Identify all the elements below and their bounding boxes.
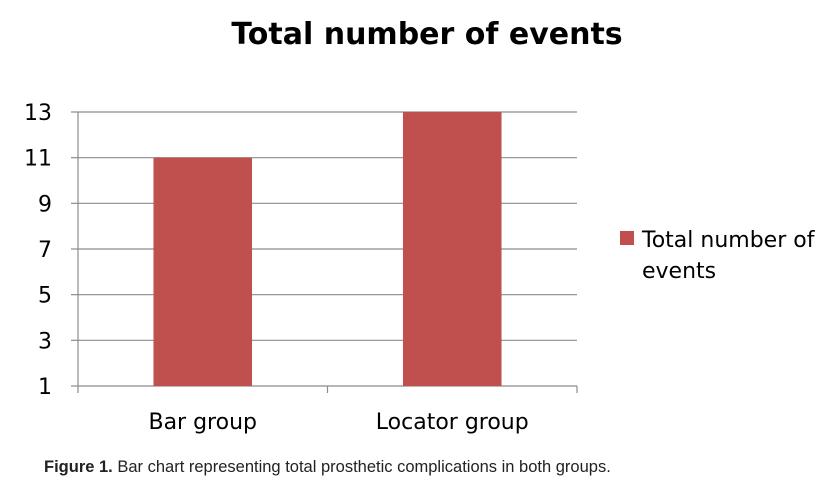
chart-title: Total number of events — [231, 17, 622, 52]
legend-label-line: Total number of — [641, 228, 816, 253]
legend-label: Total number of events — [641, 228, 816, 284]
legend: Total number of events — [620, 228, 816, 284]
bars — [153, 112, 502, 386]
figure-caption-text: Bar chart representing total prosthetic … — [117, 458, 611, 476]
legend-label-line: events — [642, 259, 716, 284]
figure-caption: Figure 1. Bar chart representing total p… — [44, 458, 611, 477]
gridlines — [78, 111, 577, 341]
bar-locator-group — [402, 112, 502, 386]
y-tick-label: 13 — [24, 101, 52, 126]
y-tick-label: 11 — [24, 147, 52, 172]
x-category-label: Locator group — [376, 410, 529, 435]
x-category-label: Bar group — [148, 410, 257, 435]
y-tick-label: 9 — [38, 192, 52, 217]
x-category-labels: Bar group Locator group — [148, 410, 528, 435]
y-tick-label: 5 — [38, 284, 52, 309]
y-tick-label: 1 — [38, 375, 52, 400]
y-tick-label: 7 — [38, 238, 52, 263]
figure-label: Figure 1. — [44, 458, 113, 476]
bar-bar-group — [153, 157, 253, 386]
legend-swatch — [620, 231, 634, 245]
y-tick-label: 3 — [38, 329, 52, 354]
